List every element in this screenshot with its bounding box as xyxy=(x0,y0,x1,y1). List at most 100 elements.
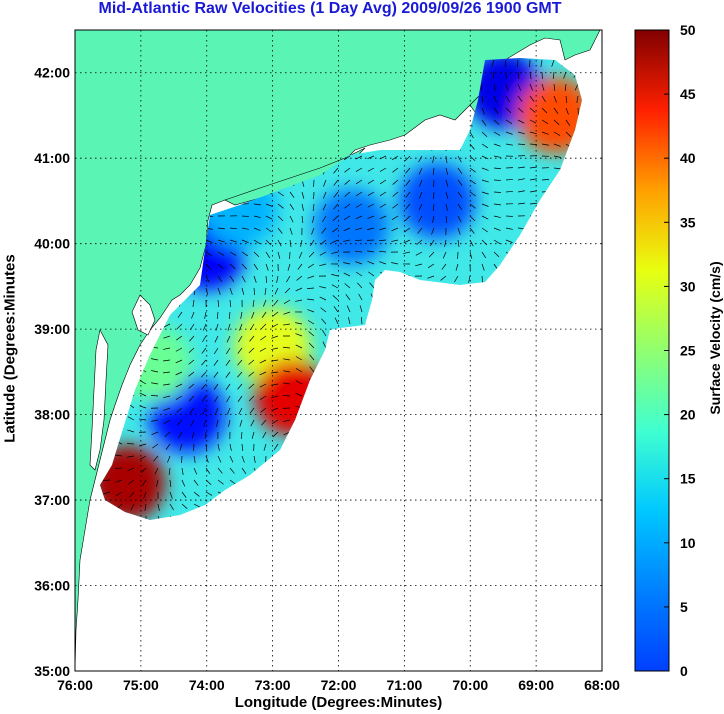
velocity-arrow xyxy=(177,419,183,426)
velocity-arrow xyxy=(151,358,159,361)
velocity-arrow xyxy=(213,359,219,366)
velocity-arrow xyxy=(404,155,411,162)
velocity-arrow xyxy=(241,287,245,295)
velocity-arrow xyxy=(481,95,484,103)
velocity-arrow xyxy=(344,191,351,197)
lat-tick-label: 35:00 xyxy=(34,663,70,679)
velocity-arrow xyxy=(271,419,279,425)
velocity-arrow xyxy=(226,335,231,343)
velocity-arrow xyxy=(307,298,315,301)
velocity-arrow xyxy=(175,371,183,376)
velocity-arrow xyxy=(359,305,363,313)
velocity-arrow xyxy=(457,191,463,198)
velocity-arrow xyxy=(225,347,231,355)
velocity-arrow xyxy=(541,179,550,181)
velocity-arrow xyxy=(355,155,363,160)
velocity-arrow xyxy=(505,227,513,230)
velocity-arrow xyxy=(505,119,513,124)
chesapeake-bay xyxy=(89,329,109,471)
velocity-arrow xyxy=(517,143,526,145)
velocity-arrow xyxy=(265,239,272,246)
velocity-arrow xyxy=(379,167,387,172)
velocity-arrow xyxy=(505,190,514,193)
velocity-arrow xyxy=(253,455,256,463)
velocity-arrow xyxy=(193,479,199,486)
velocity-arrow xyxy=(346,305,351,313)
velocity-arrow xyxy=(343,262,351,265)
velocity-arrow xyxy=(355,271,363,277)
velocity-arrow xyxy=(529,83,533,91)
colorbar-tick-label: 15 xyxy=(680,471,696,487)
colorbar-tick-label: 10 xyxy=(680,535,696,551)
velocity-arrow xyxy=(286,275,291,283)
velocity-arrow xyxy=(283,370,291,373)
velocity-arrow xyxy=(333,167,339,174)
velocity-arrow xyxy=(217,227,225,230)
velocity-arrow xyxy=(481,143,489,149)
lon-tick-label: 73:00 xyxy=(255,677,291,693)
lat-tick-label: 37:00 xyxy=(34,492,70,508)
velocity-arrow xyxy=(354,239,363,242)
velocity-arrow xyxy=(191,431,195,439)
velocity-arrow xyxy=(355,215,363,220)
velocity-arrow xyxy=(333,179,339,186)
velocity-arrow xyxy=(271,323,279,328)
velocity-arrow xyxy=(529,143,538,145)
velocity-arrow xyxy=(252,299,255,307)
velocity-arrow xyxy=(295,392,303,397)
velocity-arrow xyxy=(445,203,448,211)
velocity-arrow xyxy=(271,371,279,374)
velocity-arrow xyxy=(259,383,267,388)
velocity-arrow xyxy=(321,227,327,234)
velocity-arrow xyxy=(296,275,303,281)
velocity-arrow xyxy=(169,491,173,499)
velocity-arrow xyxy=(205,467,211,475)
colorbar-tick-label: 5 xyxy=(680,599,688,615)
velocity-arrow xyxy=(181,479,186,487)
velocity-arrow xyxy=(204,431,207,439)
velocity-arrow xyxy=(164,431,171,437)
colorbar-tick-label: 0 xyxy=(680,663,688,679)
velocity-arrow xyxy=(261,419,267,426)
velocity-arrow xyxy=(541,107,548,114)
velocity-arrow xyxy=(295,287,303,292)
lon-tick-label: 71:00 xyxy=(386,677,422,693)
velocity-arrow xyxy=(241,467,247,474)
velocity-arrow xyxy=(144,503,147,511)
velocity-arrow xyxy=(214,335,219,343)
velocity-arrow xyxy=(553,155,561,158)
x-axis-title: Longitude (Degrees:Minutes) xyxy=(234,694,443,711)
velocity-arrow xyxy=(481,131,488,138)
velocity-arrow xyxy=(445,155,448,163)
velocity-arrow xyxy=(151,382,159,385)
velocity-arrow xyxy=(283,382,291,385)
velocity-arrow xyxy=(276,275,279,283)
velocity-arrow xyxy=(228,311,231,319)
velocity-arrow xyxy=(283,311,291,315)
velocity-arrow xyxy=(457,203,463,211)
velocity-arrow xyxy=(320,239,327,245)
velocity-arrow xyxy=(229,443,232,451)
velocity-arrow xyxy=(343,215,351,220)
lat-tick-label: 36:00 xyxy=(34,578,70,594)
velocity-arrow xyxy=(103,491,111,495)
velocity-arrow xyxy=(441,263,447,270)
velocity-arrow xyxy=(253,203,261,206)
velocity-arrow xyxy=(404,227,411,233)
velocity-arrow xyxy=(114,467,123,470)
lon-tick-label: 72:00 xyxy=(321,677,357,693)
velocity-arrow xyxy=(469,143,475,150)
velocity-arrow xyxy=(150,394,159,397)
velocity-arrow xyxy=(139,443,147,447)
velocity-arrow xyxy=(297,263,303,270)
velocity-arrow xyxy=(551,59,555,67)
velocity-arrow xyxy=(505,95,510,103)
velocity-arrow xyxy=(295,333,303,337)
velocity-arrow xyxy=(307,309,315,313)
velocity-arrow xyxy=(431,227,435,235)
velocity-arrow xyxy=(272,311,279,317)
velocity-arrow xyxy=(481,215,489,220)
velocity-arrow xyxy=(271,335,279,339)
velocity-arrow xyxy=(307,263,315,269)
velocity-arrow xyxy=(442,251,447,259)
